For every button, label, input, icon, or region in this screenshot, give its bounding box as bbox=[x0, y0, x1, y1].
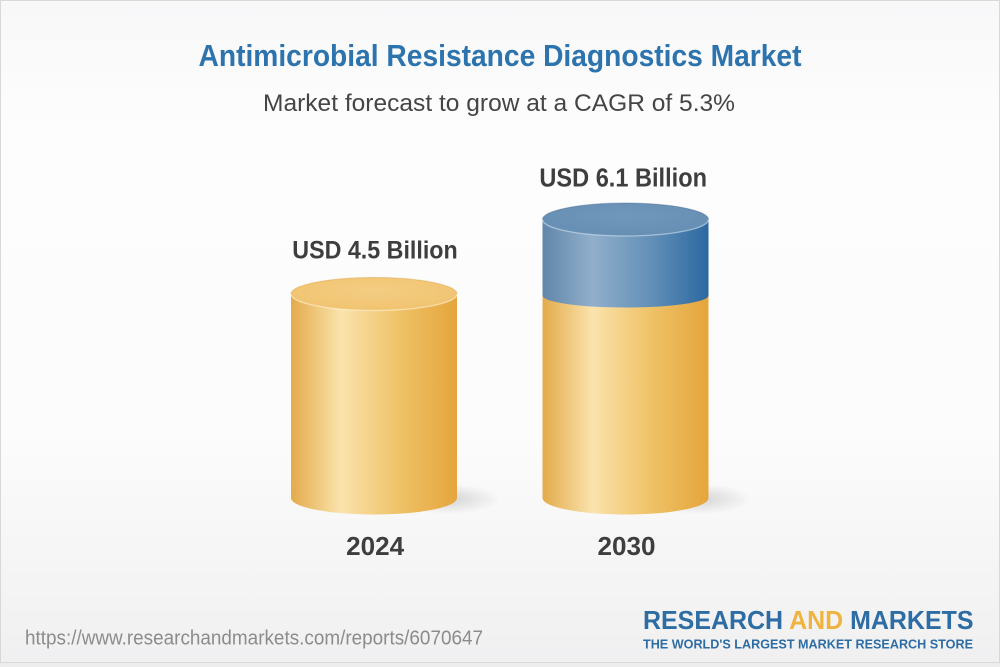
svg-text:2024: 2024 bbox=[346, 533, 405, 561]
svg-text:THE WORLD'S LARGEST MARKET RES: THE WORLD'S LARGEST MARKET RESEARCH STOR… bbox=[643, 638, 973, 652]
svg-text:RESEARCH AND MARKETS: RESEARCH AND MARKETS bbox=[643, 605, 974, 635]
svg-text:USD 6.1 Billion: USD 6.1 Billion bbox=[539, 165, 707, 193]
svg-text:Antimicrobial Resistance Diagn: Antimicrobial Resistance Diagnostics Mar… bbox=[199, 38, 802, 73]
svg-text:https://www.researchandmarkets: https://www.researchandmarkets.com/repor… bbox=[25, 628, 483, 650]
svg-text:2030: 2030 bbox=[598, 533, 656, 561]
svg-text:Market forecast to grow at a C: Market forecast to grow at a CAGR of 5.3… bbox=[263, 90, 735, 117]
svg-text:USD 4.5 Billion: USD 4.5 Billion bbox=[292, 237, 457, 265]
